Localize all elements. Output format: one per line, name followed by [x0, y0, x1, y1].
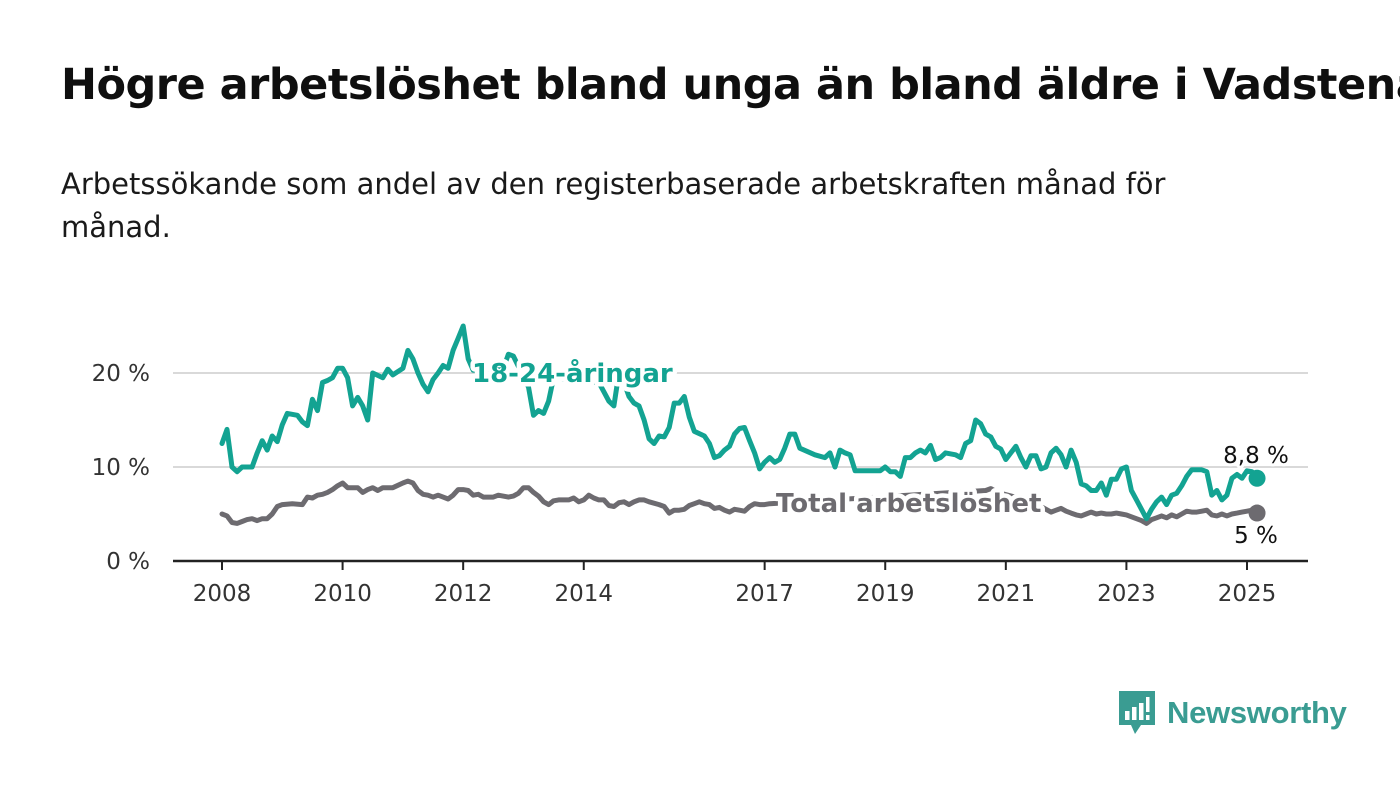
- x-tick-label: 2021: [977, 581, 1036, 607]
- x-tick-label: 2012: [434, 581, 493, 607]
- end-value-label-youth: 8,8 %: [1223, 443, 1289, 469]
- axis-layer: 0 % 10 % 20 % 2008 2010 2012 2014 2017 2019 2021 2…: [92, 361, 1308, 607]
- chart-title: Högre arbetslöshet bland unga än bland ä…: [61, 60, 1400, 110]
- end-value-label-total: 5 %: [1234, 523, 1278, 549]
- series-label-youth: 18-24-åringar: [472, 357, 673, 389]
- x-tick-label: 2025: [1218, 581, 1277, 607]
- y-tick-label: 0 %: [106, 549, 150, 575]
- x-tick-label: 2023: [1097, 581, 1156, 607]
- grid-layer: [173, 372, 1308, 468]
- y-tick-label: 10 %: [92, 455, 150, 481]
- label-layer: 18-24-åringar Total arbetslöshet 8,8 % 5 %: [468, 353, 1292, 553]
- series-line-youth: [219, 323, 1260, 522]
- x-tick-label: 2019: [856, 581, 915, 607]
- series-layer: [219, 323, 1266, 526]
- series-line-total: [219, 478, 1260, 526]
- x-tick-label: 2014: [554, 581, 613, 607]
- series-end-point-total: [1248, 504, 1266, 522]
- x-tick-label: 2008: [193, 581, 252, 607]
- newsworthy-logo-icon: [1119, 691, 1155, 734]
- series-label-total: Total arbetslöshet: [776, 489, 1041, 519]
- y-tick-label: 20 %: [92, 361, 150, 387]
- x-tick-label: 2017: [735, 581, 794, 607]
- chart-subtitle: Arbetssökande som andel av den registerb…: [61, 167, 1166, 244]
- series-end-point-youth: [1248, 469, 1266, 487]
- newsworthy-logo: Newsworthy: [1119, 691, 1347, 735]
- brand-name: Newsworthy: [1167, 695, 1347, 730]
- x-tick-label: 2010: [313, 581, 372, 607]
